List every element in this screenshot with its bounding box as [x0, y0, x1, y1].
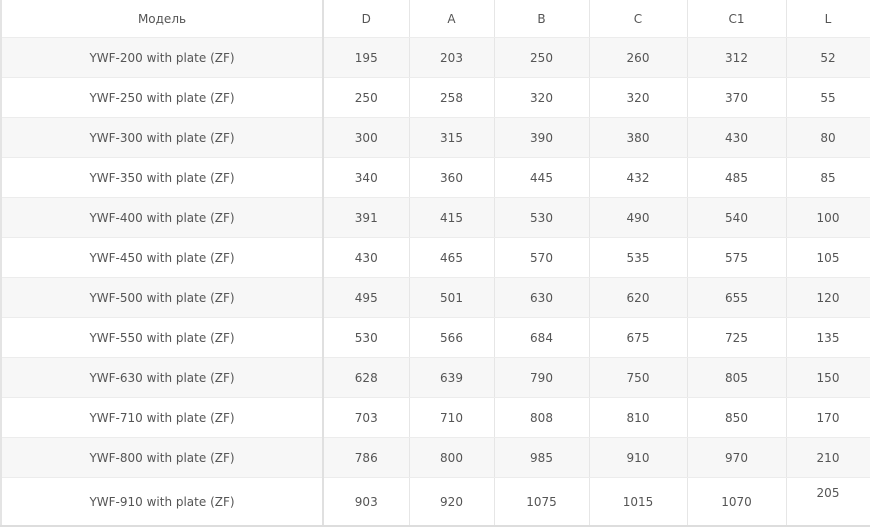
value-cell: 150: [786, 357, 870, 398]
value-cell: 340: [323, 157, 410, 198]
value-cell: 703: [323, 397, 410, 438]
model-cell: YWF-200 with plate (ZF): [1, 37, 324, 78]
value-cell: 630: [494, 277, 590, 318]
value-cell: 535: [589, 237, 688, 278]
value-cell: 655: [687, 277, 787, 318]
column-header: C1: [687, 0, 787, 38]
value-cell: 530: [323, 317, 410, 358]
column-header: L: [786, 0, 870, 38]
value-cell: 258: [409, 77, 495, 118]
value-cell: 800: [409, 437, 495, 478]
value-cell: 725: [687, 317, 787, 358]
value-cell: 786: [323, 437, 410, 478]
table-row: YWF-800 with plate (ZF) 786 800 985 910 970 21…: [1, 437, 870, 478]
value-cell: 210: [786, 437, 870, 478]
header-row: Модель D A B C C1 L: [1, 0, 870, 38]
model-cell: YWF-250 with plate (ZF): [1, 77, 324, 118]
column-header: D: [323, 0, 410, 38]
value-cell: 370: [687, 77, 787, 118]
value-cell: 380: [589, 117, 688, 158]
value-cell: 575: [687, 237, 787, 278]
model-cell: YWF-710 with plate (ZF): [1, 397, 324, 438]
table-row: YWF-350 with plate (ZF) 340 360 445 432 485 85: [1, 157, 870, 198]
value-cell: 120: [786, 277, 870, 318]
value-cell: 312: [687, 37, 787, 78]
value-cell: 52: [786, 37, 870, 78]
value-cell: 808: [494, 397, 590, 438]
value-cell: 710: [409, 397, 495, 438]
table-row: YWF-630 with plate (ZF) 628 639 790 750 805 15…: [1, 357, 870, 398]
model-cell: YWF-400 with plate (ZF): [1, 197, 324, 238]
value-cell: 805: [687, 357, 787, 398]
table-row: YWF-450 with plate (ZF) 430 465 570 535 575 10…: [1, 237, 870, 278]
value-cell: 135: [786, 317, 870, 358]
value-cell: 566: [409, 317, 495, 358]
value-cell: 465: [409, 237, 495, 278]
value-cell: 260: [589, 37, 688, 78]
value-cell: 430: [323, 237, 410, 278]
value-cell: 300: [323, 117, 410, 158]
table-row: YWF-200 with plate (ZF) 195 203 250 260 312 52: [1, 37, 870, 78]
value-cell: 250: [494, 37, 590, 78]
value-cell: 315: [409, 117, 495, 158]
value-cell: 628: [323, 357, 410, 398]
table-row: YWF-400 with plate (ZF) 391 415 530 490 540 10…: [1, 197, 870, 238]
model-cell: YWF-500 with plate (ZF): [1, 277, 324, 318]
value-cell: 485: [687, 157, 787, 198]
column-header: A: [409, 0, 495, 38]
value-cell: 80: [786, 117, 870, 158]
value-cell: 675: [589, 317, 688, 358]
value-cell: 390: [494, 117, 590, 158]
value-cell: 639: [409, 357, 495, 398]
value-cell: 320: [494, 77, 590, 118]
value-cell: 320: [589, 77, 688, 118]
model-cell: YWF-350 with plate (ZF): [1, 157, 324, 198]
value-cell: 750: [589, 357, 688, 398]
value-cell: 850: [687, 397, 787, 438]
value-cell: 495: [323, 277, 410, 318]
model-cell: YWF-450 with plate (ZF): [1, 237, 324, 278]
value-cell: 203: [409, 37, 495, 78]
value-cell: 432: [589, 157, 688, 198]
value-cell: 985: [494, 437, 590, 478]
model-cell: YWF-550 with plate (ZF): [1, 317, 324, 358]
value-cell: 360: [409, 157, 495, 198]
value-cell: 490: [589, 197, 688, 238]
value-cell: 540: [687, 197, 787, 238]
value-cell: 105: [786, 237, 870, 278]
value-cell: 910: [589, 437, 688, 478]
table-row: YWF-300 with plate (ZF) 300 315 390 380 430 80: [1, 117, 870, 158]
value-cell: 415: [409, 197, 495, 238]
value-cell: 445: [494, 157, 590, 198]
value-cell: 100: [786, 197, 870, 238]
value-cell: 85: [786, 157, 870, 198]
value-cell: 570: [494, 237, 590, 278]
value-cell: 170: [786, 397, 870, 438]
value-cell: 530: [494, 197, 590, 238]
value-cell: 790: [494, 357, 590, 398]
column-header: Модель: [1, 0, 324, 38]
value-cell: 810: [589, 397, 688, 438]
column-header: B: [494, 0, 590, 38]
value-cell: 430: [687, 117, 787, 158]
value-cell: 684: [494, 317, 590, 358]
table-row: YWF-550 with plate (ZF) 530 566 684 675 725 13…: [1, 317, 870, 358]
value-cell: 501: [409, 277, 495, 318]
value-cell: 55: [786, 77, 870, 118]
table-row: YWF-710 with plate (ZF) 703 710 808 810 850 17…: [1, 397, 870, 438]
value-cell: 250: [323, 77, 410, 118]
table-row: YWF-250 with plate (ZF) 250 258 320 320 370 55: [1, 77, 870, 118]
column-header: C: [589, 0, 688, 38]
value-cell: 195: [323, 37, 410, 78]
model-cell: YWF-630 with plate (ZF): [1, 357, 324, 398]
value-cell: 970: [687, 437, 787, 478]
model-cell: YWF-800 with plate (ZF): [1, 437, 324, 478]
value-cell: 620: [589, 277, 688, 318]
table-row: YWF-500 with plate (ZF) 495 501 630 620 655 12…: [1, 277, 870, 318]
model-cell: YWF-300 with plate (ZF): [1, 117, 324, 158]
value-cell: 391: [323, 197, 410, 238]
